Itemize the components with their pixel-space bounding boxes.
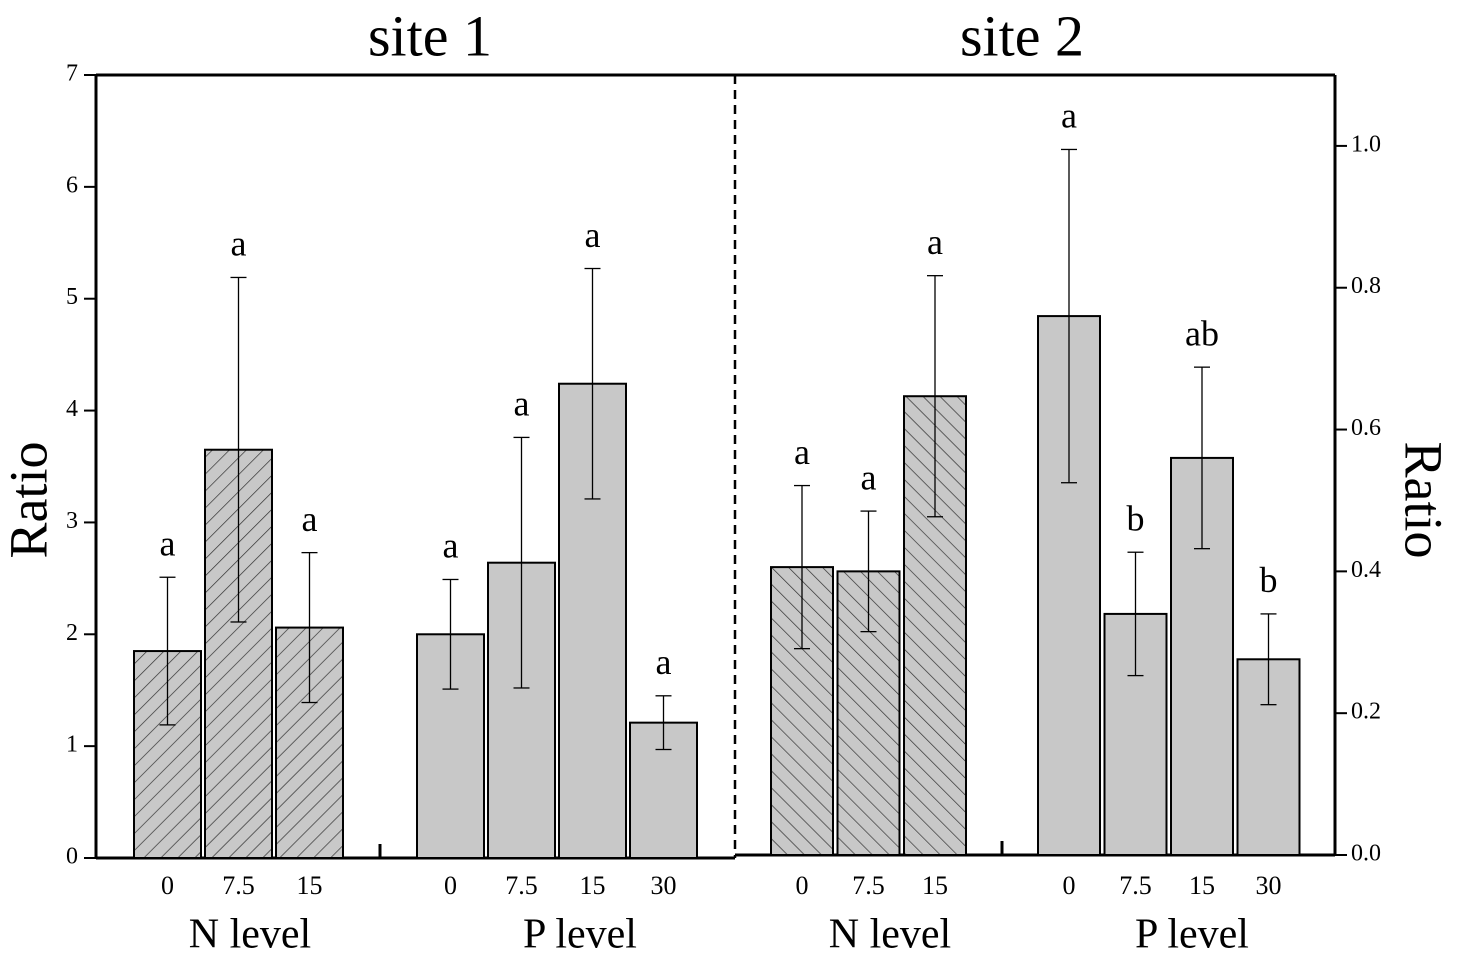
group-label: N level [829,912,951,958]
significance-letter: a [160,524,176,564]
x-tick-label: 0 [161,871,174,900]
y-tick-label: 0.8 [1351,273,1381,299]
bar [1170,456,1234,856]
y-tick-label: 1.0 [1351,131,1381,157]
y-tick-label: 4 [66,396,78,422]
x-tick-label: 7.5 [222,871,255,900]
x-tick-label: 30 [651,871,677,900]
chart-title: site 1 [368,3,492,68]
group-label: P level [1135,912,1249,958]
y-tick-label: 0.2 [1351,699,1381,725]
group-label: N level [189,912,311,958]
y-tick-label: 0.0 [1351,841,1381,867]
x-tick-label: 0 [796,871,809,900]
chart-title: site 2 [960,3,1084,68]
significance-letter: a [443,526,459,566]
significance-letter: ab [1185,313,1219,353]
x-tick-label: 7.5 [852,871,885,900]
significance-letter: a [794,432,810,472]
x-tick-label: 15 [922,871,948,900]
significance-letter: a [1061,96,1077,136]
significance-letter: a [585,215,601,255]
x-tick-label: 7.5 [505,871,538,900]
significance-letter: a [656,642,672,682]
x-tick-label: 15 [297,871,323,900]
y-tick-label: 7 [66,61,78,87]
significance-letter: a [231,224,247,264]
x-tick-label: 15 [1189,871,1215,900]
y-tick-label: 2 [66,620,78,646]
significance-letter: b [1260,560,1278,600]
y-tick-label: 3 [66,508,78,534]
significance-letter: a [302,499,318,539]
significance-letter: a [861,457,877,497]
significance-letter: b [1127,498,1145,538]
significance-letter: a [514,384,530,424]
x-tick-label: 7.5 [1119,871,1152,900]
y-axis-title: Ratio [1394,442,1454,559]
significance-letter: a [927,222,943,262]
x-tick-label: 15 [580,871,606,900]
x-tick-label: 0 [1063,871,1076,900]
y-tick-label: 0.6 [1351,415,1381,441]
group-label: P level [523,912,637,958]
y-axis-title: Ratio [0,442,58,559]
y-tick-label: 5 [66,284,78,310]
y-tick-label: 0.4 [1351,557,1381,583]
x-tick-label: 0 [444,871,457,900]
y-tick-label: 6 [66,172,78,198]
x-tick-label: 30 [1256,871,1282,900]
y-tick-label: 1 [66,732,78,758]
y-tick-label: 0 [66,844,78,870]
